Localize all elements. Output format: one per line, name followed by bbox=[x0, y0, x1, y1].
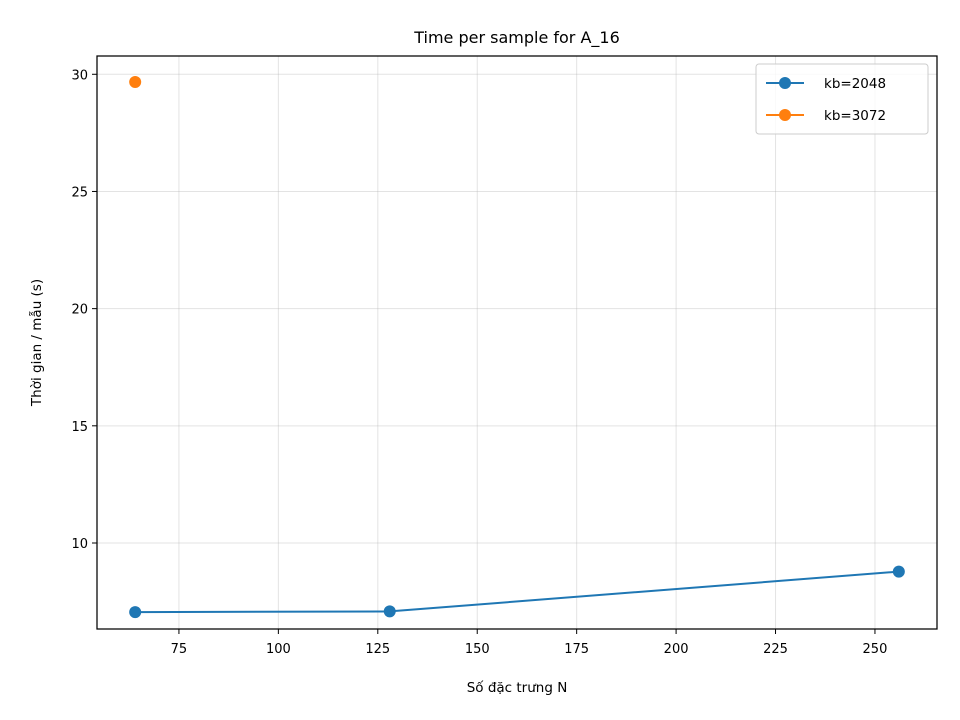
series-layer bbox=[129, 76, 905, 619]
x-axis: 75 100 125 150 175 200 225 250 bbox=[171, 629, 888, 657]
series-kb=2048 bbox=[129, 565, 905, 619]
data-point bbox=[129, 606, 142, 619]
plot-area-frame bbox=[96, 55, 938, 630]
y-tick-label: 30 bbox=[71, 68, 88, 83]
x-axis-label: Số đặc trưng N bbox=[467, 679, 568, 696]
x-tick-label: 225 bbox=[763, 642, 788, 657]
x-tick-label: 250 bbox=[863, 642, 888, 657]
legend-label: kb=2048 bbox=[824, 76, 886, 92]
grid bbox=[97, 56, 937, 629]
x-tick-label: 125 bbox=[365, 642, 390, 657]
y-tick-label: 20 bbox=[71, 303, 88, 318]
y-axis-label: Thời gian / mẫu (s) bbox=[28, 279, 45, 407]
legend: kb=2048 kb=3072 bbox=[755, 63, 929, 135]
x-tick-label: 175 bbox=[564, 642, 589, 657]
chart-title: Time per sample for A_16 bbox=[413, 28, 620, 48]
data-point bbox=[892, 565, 905, 578]
x-tick-label: 200 bbox=[664, 642, 689, 657]
series-kb=3072 bbox=[129, 76, 142, 89]
y-axis: 10 15 20 25 30 bbox=[71, 68, 97, 552]
data-point bbox=[383, 605, 396, 618]
y-tick-label: 10 bbox=[71, 537, 88, 552]
legend-marker bbox=[779, 77, 791, 89]
data-point bbox=[129, 76, 142, 89]
y-tick-label: 25 bbox=[71, 185, 88, 200]
x-tick-label: 150 bbox=[465, 642, 490, 657]
legend-marker bbox=[779, 109, 791, 121]
x-tick-label: 100 bbox=[266, 642, 291, 657]
series-line bbox=[135, 570, 899, 614]
legend-frame bbox=[755, 63, 929, 135]
legend-label: kb=3072 bbox=[824, 108, 886, 124]
y-tick-label: 15 bbox=[71, 420, 88, 435]
x-tick-label: 75 bbox=[171, 642, 188, 657]
